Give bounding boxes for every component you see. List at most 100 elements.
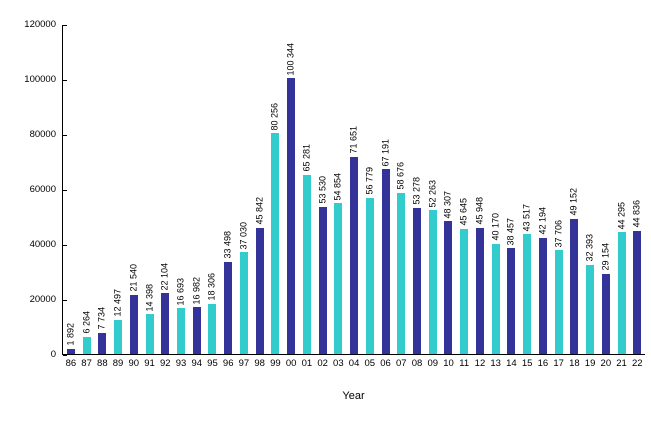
x-tick-label: 02: [317, 358, 328, 369]
bar-slot: 53 530 02: [315, 25, 331, 369]
bar-value-label: 54 854: [332, 172, 343, 201]
bar-slot: 45 948 12: [472, 25, 488, 369]
bar-value-label: 44 836: [631, 200, 642, 228]
bar: [475, 227, 484, 354]
x-tick-label: 86: [65, 358, 77, 369]
bar-slot: 44 295 21: [614, 25, 630, 369]
x-tick-label: 07: [395, 358, 407, 369]
bar-slot: 40 170 13: [488, 25, 504, 369]
bar-value-label: 71 651: [348, 126, 359, 154]
bar-slot: 7 734 88: [94, 25, 110, 369]
y-tick-label: 120000: [24, 19, 56, 30]
bar-value-label: 37 030: [238, 221, 249, 250]
bar: [491, 243, 500, 354]
bar: [507, 248, 516, 354]
bar: [586, 264, 595, 354]
bar-value-label: 16 693: [175, 277, 186, 306]
x-tick-label: 97: [238, 358, 250, 369]
x-tick-label: 17: [553, 358, 564, 369]
bar-value-label: 80 256: [269, 102, 280, 131]
bar: [239, 252, 248, 354]
y-tick-label: 60000: [29, 184, 56, 195]
bar: [538, 238, 547, 354]
y-tick-mark: [63, 300, 67, 301]
bar: [302, 174, 311, 354]
bar: [428, 210, 437, 354]
bar: [444, 221, 453, 354]
x-tick-label: 93: [175, 358, 187, 369]
bar-slot: 45 645 11: [456, 25, 472, 369]
bar-slot: 42 194 16: [535, 25, 551, 369]
bar-value-label: 6 264: [81, 311, 92, 334]
bar-value-label: 32 393: [584, 234, 595, 262]
bar-slot: 49 152 18: [567, 25, 583, 369]
bar-value-label: 45 948: [474, 197, 485, 225]
x-tick-label: 99: [270, 358, 281, 369]
bar-slot: 65 281 01: [299, 25, 315, 369]
bar-value-label: 40 170: [490, 212, 501, 241]
x-tick-label: 95: [207, 358, 218, 369]
bar-slot: 45 842 98: [252, 25, 268, 369]
x-tick-label: 05: [364, 358, 376, 369]
x-tick-label: 15: [521, 358, 533, 369]
bar-slot: 71 651 04: [346, 25, 362, 369]
x-axis-title: Year: [342, 390, 365, 402]
bar-slot: 53 278 08: [409, 25, 425, 369]
y-tick-label: 40000: [29, 239, 56, 250]
y-tick-mark: [63, 245, 67, 246]
bar-slot: 16 982 94: [189, 25, 205, 369]
x-tick-label: 21: [616, 358, 627, 369]
bar-value-label: 29 154: [600, 243, 611, 271]
y-tick-mark: [63, 190, 67, 191]
bar-value-label: 12 497: [112, 289, 123, 317]
bar-value-label: 37 706: [553, 219, 564, 248]
x-tick-label: 14: [506, 358, 517, 369]
bar-slot: 29 154 20: [598, 25, 614, 369]
x-tick-label: 20: [600, 358, 612, 369]
bar-value-label: 22 104: [159, 262, 170, 291]
bar-value-label: 48 307: [442, 190, 453, 219]
bar: [570, 218, 579, 354]
bar: [98, 332, 107, 354]
bar-value-label: 49 152: [568, 188, 579, 216]
bar-value-label: 52 263: [427, 179, 438, 208]
bar: [350, 157, 359, 354]
bar-value-label: 1 892: [65, 323, 76, 346]
x-tick-label: 92: [159, 358, 171, 369]
bar-value-label: 7 734: [96, 307, 107, 330]
x-tick-label: 91: [144, 358, 155, 369]
bar-value-label: 45 842: [254, 197, 265, 225]
x-tick-label: 16: [537, 358, 549, 369]
bar: [318, 206, 327, 354]
bar-value-label: 42 194: [537, 207, 548, 235]
x-tick-label: 96: [222, 358, 234, 369]
bar-value-label: 33 498: [222, 231, 233, 259]
bar: [177, 308, 185, 354]
x-tick-label: 11: [459, 358, 470, 369]
bar-slot: 18 306 95: [205, 25, 221, 369]
x-tick-label: 98: [254, 358, 265, 369]
bars-container: 1 892 86 6 264 87 7 734 88 12 497 89 21 540 90 14 …: [63, 25, 645, 369]
bar-value-label: 38 457: [505, 217, 516, 246]
x-tick-label: 87: [81, 358, 92, 369]
y-tick-label: 0: [50, 349, 56, 360]
bar-slot: 56 779 05: [362, 25, 378, 369]
bar: [271, 133, 280, 354]
bar-value-label: 65 281: [301, 143, 312, 172]
bar-value-label: 56 779: [364, 167, 375, 195]
bar: [413, 207, 422, 354]
y-tick-mark: [63, 25, 67, 26]
x-tick-label: 88: [97, 358, 108, 369]
bar: [601, 273, 610, 354]
bar-slot: 43 517 15: [519, 25, 535, 369]
bar-slot: 37 706 17: [551, 25, 567, 369]
x-tick-label: 04: [348, 358, 360, 369]
x-tick-label: 18: [569, 358, 580, 369]
bar-slot: 37 030 97: [236, 25, 252, 369]
bar: [460, 228, 469, 354]
bar: [397, 192, 406, 354]
x-tick-label: 89: [112, 358, 124, 369]
y-tick-label: 80000: [29, 129, 56, 140]
bar-value-label: 18 306: [206, 273, 217, 301]
